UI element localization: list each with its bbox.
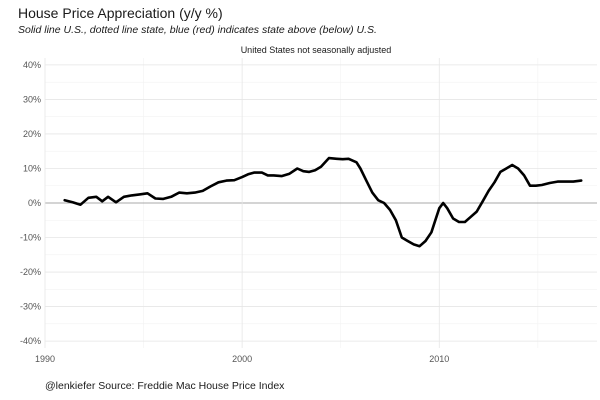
y-tick-label: 0%: [28, 198, 41, 208]
y-tick-label: -30%: [20, 302, 41, 312]
y-tick-label: 10%: [23, 163, 41, 173]
series: [63, 156, 583, 248]
y-tick-label: 30%: [23, 94, 41, 104]
grid: [44, 58, 597, 348]
chart-caption: @lenkiefer Source: Freddie Mac House Pri…: [45, 380, 285, 392]
x-tick-label: 1990: [35, 354, 55, 364]
facet-label: United States not seasonally adjusted: [241, 45, 392, 55]
x-tick-label: 2010: [429, 354, 449, 364]
x-tick-label: 2000: [232, 354, 252, 364]
y-tick-label: -10%: [20, 233, 41, 243]
chart-title: House Price Appreciation (y/y %): [18, 5, 223, 21]
y-tick-label: 40%: [23, 60, 41, 70]
y-tick-label: -20%: [20, 267, 41, 277]
y-tick-label: 20%: [23, 129, 41, 139]
y-tick-label: -40%: [20, 336, 41, 346]
chart-subtitle: Solid line U.S., dotted line state, blue…: [18, 24, 377, 36]
series-line-us: [63, 156, 583, 248]
axes: 40% 30% 20% 10% 0% -10% -20% -30% -40% 1990 2000 20…: [20, 60, 449, 364]
